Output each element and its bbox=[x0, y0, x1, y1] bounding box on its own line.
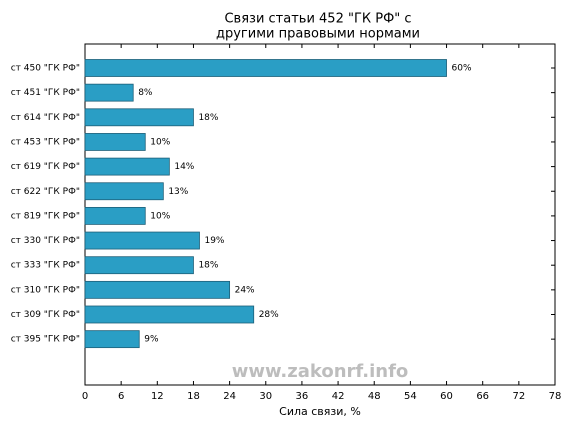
chart-title: другими правовыми нормами bbox=[216, 27, 420, 42]
y-tick-label: ст 395 "ГК РФ" bbox=[11, 335, 80, 345]
y-tick-label: ст 330 "ГК РФ" bbox=[11, 236, 80, 246]
x-tick-label: 36 bbox=[296, 391, 309, 402]
y-tick-label: ст 309 "ГК РФ" bbox=[11, 310, 80, 320]
chart-title: Связи статьи 452 "ГК РФ" с bbox=[224, 12, 411, 27]
value-label: 18% bbox=[198, 261, 218, 271]
x-tick-label: 78 bbox=[549, 391, 562, 402]
value-label: 28% bbox=[259, 310, 279, 320]
x-tick-label: 54 bbox=[404, 391, 417, 402]
value-label: 60% bbox=[452, 64, 472, 74]
x-tick-label: 18 bbox=[187, 391, 200, 402]
value-label: 10% bbox=[150, 211, 170, 221]
x-tick-label: 0 bbox=[82, 391, 88, 402]
x-tick-label: 48 bbox=[368, 391, 381, 402]
value-label: 9% bbox=[144, 335, 159, 345]
y-tick-label: ст 614 "ГК РФ" bbox=[11, 113, 80, 123]
x-tick-label: 72 bbox=[512, 391, 525, 402]
x-tick-label: 12 bbox=[151, 391, 164, 402]
bar bbox=[84, 231, 200, 250]
x-tick-label: 24 bbox=[223, 391, 236, 402]
value-label: 18% bbox=[198, 113, 218, 123]
y-tick-label: ст 450 "ГК РФ" bbox=[11, 64, 80, 74]
value-label: 19% bbox=[204, 236, 224, 246]
bar bbox=[84, 108, 194, 127]
x-tick-label: 66 bbox=[476, 391, 489, 402]
value-label: 8% bbox=[138, 88, 153, 98]
x-axis-label: Сила связи, % bbox=[279, 405, 361, 418]
y-tick-label: ст 819 "ГК РФ" bbox=[11, 211, 80, 221]
bar bbox=[84, 157, 170, 176]
x-tick-label: 6 bbox=[118, 391, 124, 402]
y-tick-label: ст 451 "ГК РФ" bbox=[11, 88, 80, 98]
y-tick-label: ст 622 "ГК РФ" bbox=[11, 187, 80, 197]
x-tick-label: 42 bbox=[332, 391, 345, 402]
bar bbox=[84, 133, 146, 151]
bar bbox=[84, 305, 255, 324]
bar bbox=[84, 256, 194, 275]
value-label: 24% bbox=[235, 285, 255, 295]
y-tick-label: ст 310 "ГК РФ" bbox=[11, 285, 80, 295]
value-label: 10% bbox=[150, 137, 170, 147]
value-label: 13% bbox=[168, 187, 188, 197]
bar bbox=[84, 330, 140, 349]
y-tick-label: ст 453 "ГК РФ" bbox=[11, 137, 80, 147]
bar bbox=[84, 206, 146, 225]
watermark: www.zakonrf.info bbox=[232, 361, 409, 382]
bar bbox=[84, 83, 134, 102]
x-tick-label: 60 bbox=[440, 391, 453, 402]
bar bbox=[84, 280, 231, 299]
bar bbox=[84, 59, 447, 77]
bar bbox=[84, 182, 164, 201]
x-tick-label: 30 bbox=[259, 391, 272, 402]
y-tick-label: ст 333 "ГК РФ" bbox=[11, 261, 80, 271]
y-tick-label: ст 619 "ГК РФ" bbox=[11, 162, 80, 172]
value-label: 14% bbox=[174, 162, 194, 172]
